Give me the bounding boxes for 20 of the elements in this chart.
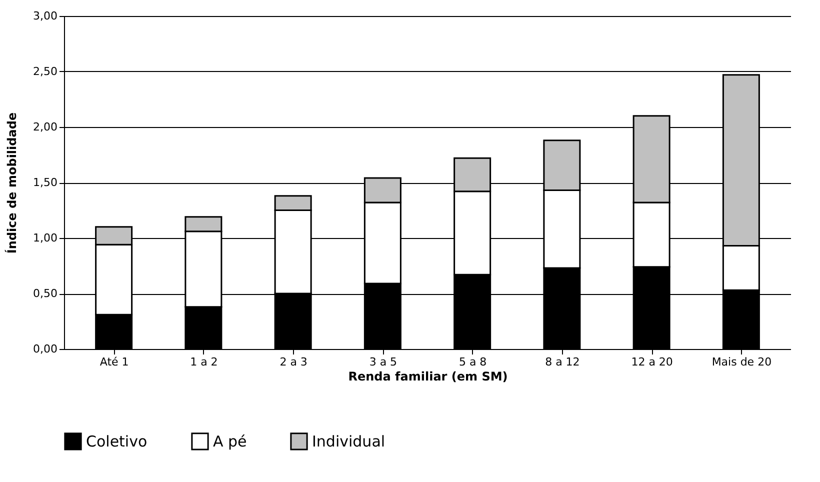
x-tick-label: 1 a 2 <box>190 356 218 368</box>
y-tick-label: 2,00 <box>33 120 58 134</box>
legend-label: A pé <box>213 432 247 450</box>
x-tick-label: 2 a 3 <box>280 356 308 368</box>
y-tick-label: 1,50 <box>33 176 58 189</box>
x-tick-label: 8 a 12 <box>545 356 580 368</box>
legend-label: Coletivo <box>86 432 148 450</box>
y-tick-label: 0,50 <box>33 287 58 300</box>
y-tick-label: 2,50 <box>33 65 58 78</box>
x-tick-label: 3 a 5 <box>369 356 398 368</box>
x-tick-label: Até 1 <box>100 356 129 368</box>
x-axis-title: Renda familiar (em SM) <box>348 370 508 384</box>
x-tick-label: Mais de 20 <box>712 356 772 368</box>
x-tick-label: 12 a 20 <box>631 356 673 368</box>
x-tick-label: 5 a 8 <box>458 356 487 368</box>
legend-label: Individual <box>312 432 386 450</box>
y-axis-title: Índice de mobilidade <box>4 112 20 254</box>
y-tick-label: 1,00 <box>33 232 58 244</box>
y-tick-label: 0,00 <box>33 342 58 356</box>
y-tick-label: 3,00 <box>33 10 58 22</box>
